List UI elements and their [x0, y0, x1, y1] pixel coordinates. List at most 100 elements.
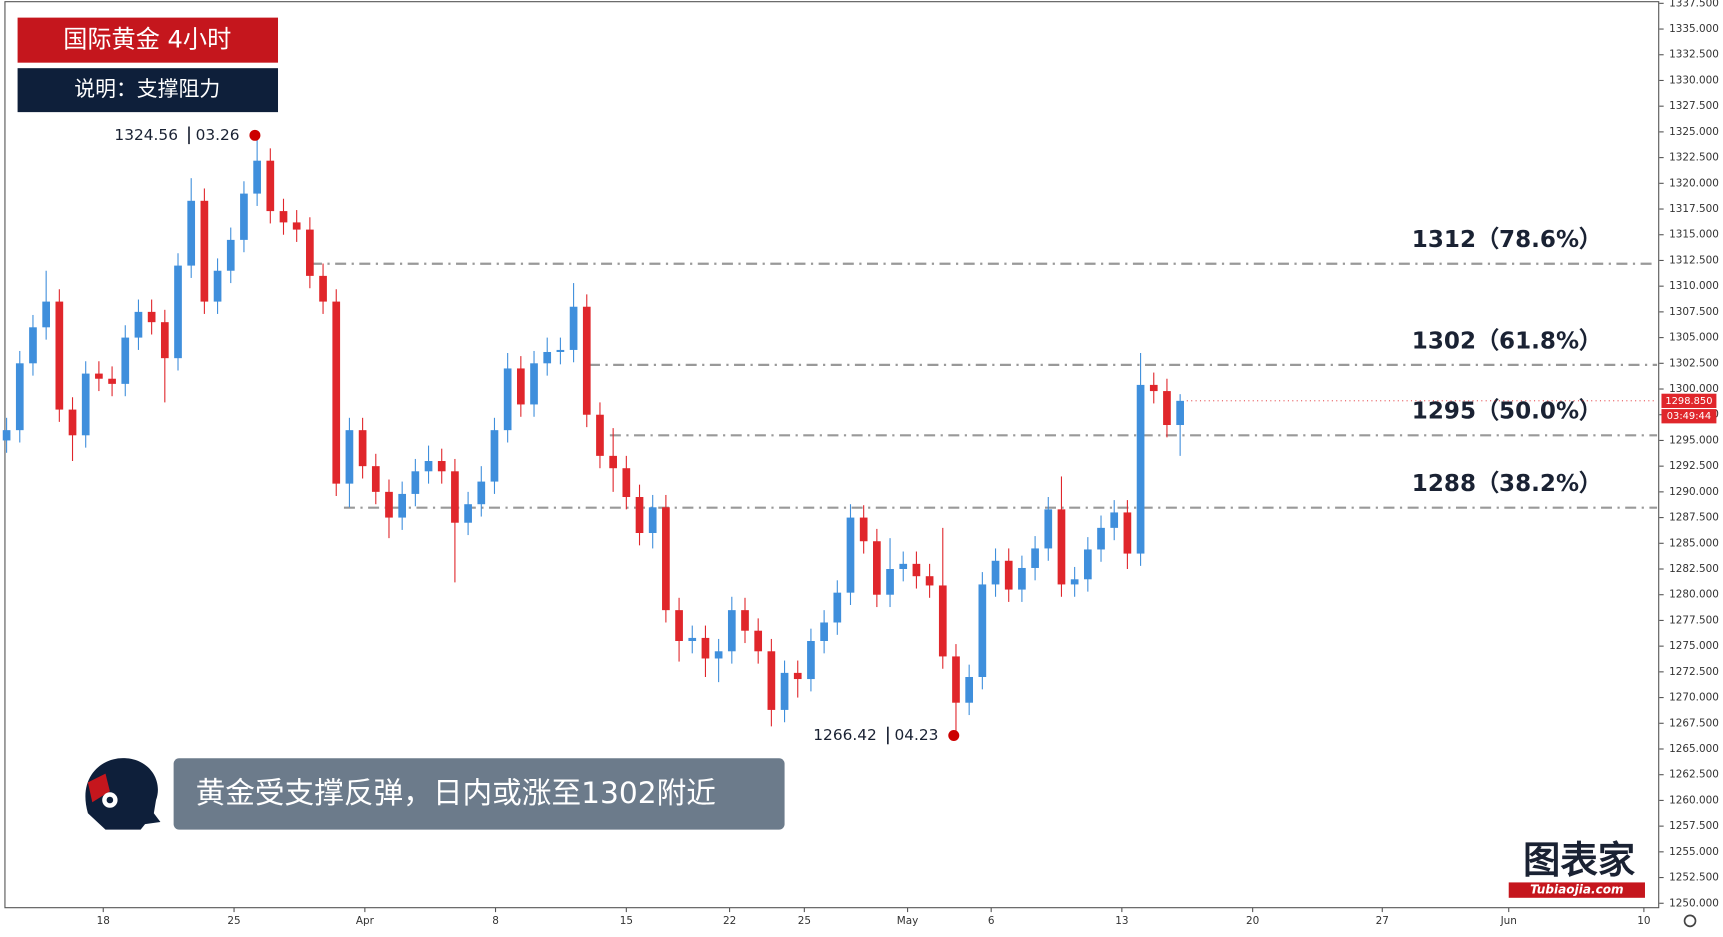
- logo-name: 图表家: [1523, 838, 1636, 882]
- candle-body: [411, 471, 420, 494]
- x-tick-label: 8: [492, 915, 499, 927]
- candle-body: [543, 351, 552, 364]
- candle-body: [556, 349, 565, 352]
- y-tick-label: 1305.000: [1669, 332, 1719, 344]
- candle-body: [859, 517, 868, 542]
- candle-body: [754, 630, 763, 652]
- candle-body: [437, 461, 446, 472]
- candle-body: [991, 560, 1000, 585]
- candle-body: [609, 455, 617, 469]
- candle-body: [490, 430, 499, 482]
- y-tick-label: 1260.000: [1669, 794, 1719, 806]
- y-tick-label: 1300.000: [1669, 383, 1719, 395]
- candle-body: [42, 301, 50, 328]
- candle-body: [1044, 509, 1053, 549]
- candle-body: [1163, 391, 1171, 426]
- candle-body: [965, 676, 974, 703]
- y-tick-label: 1320.000: [1669, 177, 1719, 189]
- candle-body: [1018, 567, 1026, 590]
- settings-icon[interactable]: [1683, 914, 1697, 928]
- candle-body: [582, 306, 591, 415]
- candle-body: [398, 493, 407, 518]
- level-label: 1302（61.8%）: [1412, 327, 1602, 354]
- y-tick-label: 1250.000: [1669, 897, 1719, 909]
- x-tick-label: Apr: [356, 915, 375, 927]
- level-label: 1295（50.0%）: [1412, 398, 1602, 425]
- candle-body: [635, 497, 644, 534]
- candle-body: [15, 363, 24, 431]
- candle-body: [29, 327, 37, 364]
- candle-body: [1031, 548, 1039, 568]
- y-tick-label: 1255.000: [1669, 846, 1719, 858]
- level-label: 1312（78.6%）: [1412, 226, 1602, 253]
- y-tick-label: 1280.000: [1669, 589, 1719, 601]
- candle-body: [213, 270, 222, 302]
- y-tick-label: 1295.000: [1669, 434, 1719, 446]
- candle-body: [714, 651, 723, 659]
- candle-body: [1136, 384, 1145, 554]
- y-tick-label: 1282.500: [1669, 563, 1719, 575]
- y-tick-label: 1332.500: [1669, 49, 1719, 61]
- y-tick-label: 1267.500: [1669, 717, 1719, 729]
- candle-body: [648, 507, 657, 534]
- candle-body: [1097, 527, 1105, 550]
- logo-site: Tubiaojia.com: [1530, 883, 1624, 897]
- y-tick-label: 1310.000: [1669, 280, 1719, 292]
- last-price-box: [1661, 393, 1717, 408]
- candle-body: [1083, 549, 1092, 580]
- candle-body: [1149, 384, 1158, 392]
- candle-body: [477, 481, 486, 505]
- candle-body: [503, 368, 512, 431]
- y-tick-label: 1262.500: [1669, 769, 1719, 781]
- candle-body: [741, 610, 749, 631]
- candle-body: [134, 311, 143, 338]
- x-tick-label: 25: [798, 915, 811, 927]
- candle-body: [622, 468, 631, 498]
- y-tick-label: 1335.000: [1669, 23, 1719, 35]
- level-label: 1288（38.2%）: [1412, 470, 1602, 497]
- y-tick-label: 1265.000: [1669, 743, 1719, 755]
- y-tick-label: 1337.500: [1669, 0, 1719, 9]
- candle-body: [68, 409, 77, 436]
- candle-body: [1110, 512, 1119, 528]
- caption: 黄金受支撑反弹，日内或涨至1302附近: [196, 775, 716, 810]
- candle-body: [701, 637, 710, 659]
- x-tick-label: May: [897, 915, 919, 927]
- candle-body: [253, 160, 261, 194]
- x-tick-label: 15: [620, 915, 633, 927]
- candle-body: [978, 584, 987, 677]
- candle-body: [833, 592, 842, 623]
- subtitle: 说明：支撑阻力: [74, 77, 220, 101]
- y-tick-label: 1290.000: [1669, 486, 1719, 498]
- y-tick-label: 1317.500: [1669, 203, 1719, 215]
- x-tick-label: Jun: [1500, 915, 1517, 927]
- candle-body: [279, 211, 288, 223]
- y-tick-label: 1257.500: [1669, 820, 1719, 832]
- caption-box: [173, 758, 785, 830]
- candle-body: [925, 576, 934, 586]
- logo-bar: [1508, 882, 1645, 898]
- x-tick-label: 6: [988, 915, 995, 927]
- y-tick-label: 1327.500: [1669, 100, 1719, 112]
- plot-frame: [4, 1, 1660, 909]
- candle-body: [899, 563, 908, 570]
- candle-body: [820, 622, 828, 641]
- extreme-date: 04.23: [894, 726, 938, 744]
- candle-body: [160, 322, 169, 359]
- y-tick-label: 1287.500: [1669, 512, 1719, 524]
- x-tick-label: 13: [1115, 915, 1128, 927]
- candle-body: [952, 656, 960, 703]
- candle-body: [81, 373, 90, 436]
- candle-body: [873, 541, 881, 595]
- candle-body: [2, 430, 11, 441]
- countdown-box: [1661, 409, 1717, 424]
- title-box: [17, 17, 279, 63]
- candle-body: [358, 430, 367, 467]
- x-tick-label: 22: [723, 915, 736, 927]
- x-tick-label: 10: [1637, 915, 1650, 927]
- candle-body: [306, 229, 314, 276]
- candle-body: [292, 222, 301, 230]
- y-tick-label: 1322.500: [1669, 152, 1719, 164]
